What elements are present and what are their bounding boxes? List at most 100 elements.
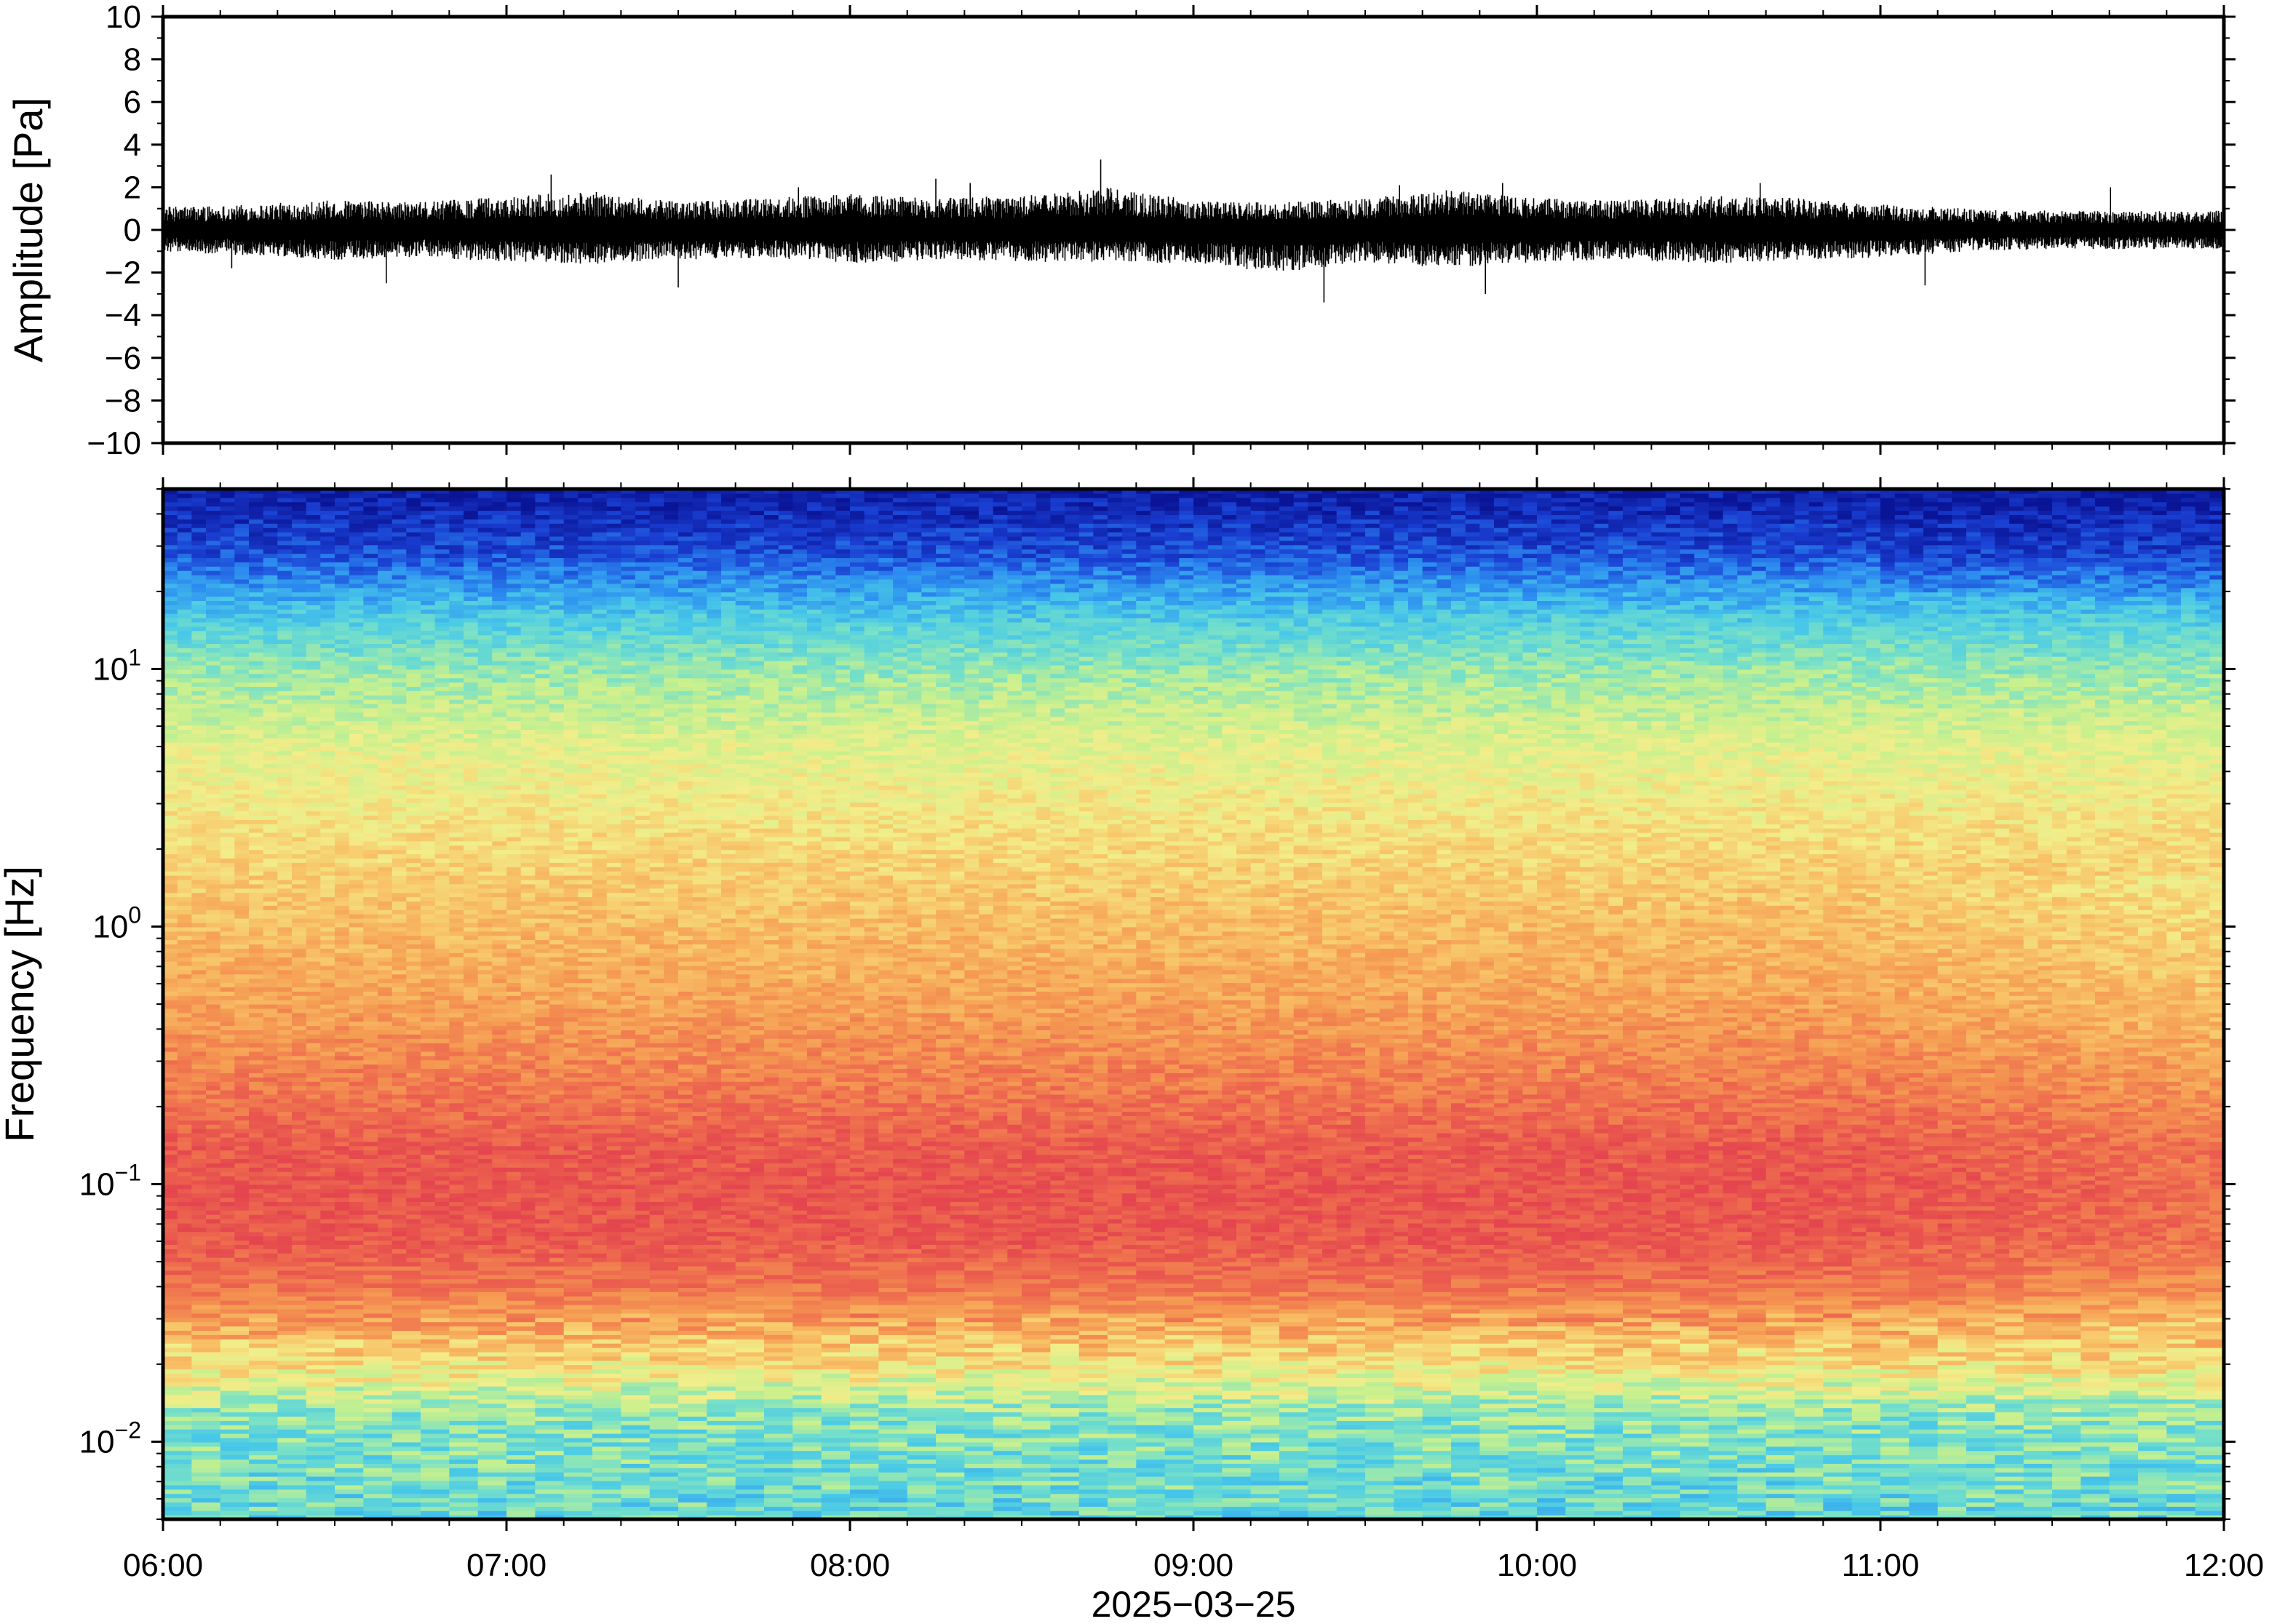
spectrogram-cell	[1108, 1377, 1137, 1382]
spectrogram-cell	[1365, 1326, 1394, 1332]
spectrogram-cell	[1709, 1330, 1738, 1335]
spectrogram-cell	[1938, 1390, 1967, 1396]
spectrogram-cell	[650, 1275, 679, 1280]
spectrogram-cell	[2081, 1442, 2110, 1447]
spectrogram-cell	[792, 1291, 822, 1297]
spectrogram-cell	[1938, 1369, 1967, 1374]
spectrogram-cell	[993, 1442, 1022, 1447]
spectrogram-cell	[1222, 1300, 1251, 1305]
spectrogram-cell	[421, 1270, 450, 1275]
spectrogram-cell	[249, 1442, 278, 1447]
spectrogram-cell	[449, 1326, 478, 1332]
spectrogram-cell	[1565, 1451, 1594, 1456]
spectrogram-cell	[1193, 1395, 1223, 1400]
spectrogram-cell	[506, 1300, 536, 1305]
spectrogram-cell	[1537, 1352, 1566, 1357]
spectrogram-cell	[1909, 1262, 1938, 1267]
spectrogram-cell	[2110, 1408, 2139, 1413]
spectrogram-cell	[707, 1506, 736, 1511]
spectrogram-cell	[1823, 1472, 1852, 1477]
spectrogram-cell	[335, 1390, 364, 1396]
spectrogram-cell	[1122, 1257, 1137, 1262]
spectrogram-cell	[1165, 1334, 1194, 1340]
spectrogram-cell	[1651, 1404, 1680, 1409]
spectrogram-cell	[1022, 1244, 1036, 1249]
spectrogram-cell	[1423, 1296, 1452, 1301]
spectrogram-cell	[564, 1334, 593, 1340]
spectrogram-cell	[449, 1481, 478, 1486]
spectrogram-cell	[1394, 1416, 1423, 1421]
spectrogram-cell	[1451, 1386, 1480, 1391]
spectrogram-cell	[850, 1352, 879, 1357]
spectrogram-cell	[535, 1330, 564, 1335]
spectrogram-cell	[1680, 1506, 1709, 1511]
spectrogram-cell	[506, 1390, 536, 1396]
spectrogram-cell	[1022, 1446, 1051, 1452]
spectrogram-cell	[1537, 1489, 1566, 1494]
spectrogram-cell	[535, 1253, 549, 1258]
spectrogram-cell	[1050, 1416, 1079, 1421]
spectrogram-cell	[1337, 1361, 1366, 1366]
spectrogram-cell	[1279, 1506, 1308, 1511]
spectrogram-cell	[1222, 1244, 1236, 1249]
spectrogram-cell	[363, 1249, 378, 1254]
spectrogram-cell	[1394, 1275, 1423, 1280]
spectrogram-cell	[478, 1463, 507, 1468]
spectrogram-cell	[592, 1348, 621, 1353]
spectrogram-cell	[1795, 1369, 1824, 1374]
spectrogram-cell	[2166, 1300, 2196, 1305]
spectrogram-cell	[1136, 1412, 1165, 1417]
spectrogram-cell	[764, 1334, 793, 1340]
spectrogram-cell	[592, 1468, 621, 1473]
spectrogram-cell	[2110, 1369, 2139, 1374]
spectrogram-cell	[1251, 1425, 1280, 1430]
spectrogram-cell	[764, 1343, 793, 1348]
spectrogram-cell	[1193, 1287, 1223, 1292]
spectrogram-cell	[792, 1343, 822, 1348]
spectrogram-cell	[306, 1489, 335, 1494]
spectrogram-cell	[964, 1339, 993, 1344]
spectrogram-cell	[1766, 1326, 1795, 1332]
spectrogram-cell	[822, 1339, 851, 1344]
spectrogram-cell	[1136, 1489, 1165, 1494]
spectrogram-cell	[1193, 1416, 1223, 1421]
spectrogram-cell	[163, 1369, 192, 1374]
spectrogram-cell	[277, 1305, 306, 1310]
spectrogram-cell	[249, 1510, 278, 1516]
spectrogram-cell	[1394, 1322, 1423, 1327]
spectrogram-cell	[1036, 1249, 1051, 1254]
spectrogram-cell	[2138, 1395, 2167, 1400]
spectrogram-cell	[1737, 1377, 1766, 1382]
spectrogram-cell	[1966, 1420, 1995, 1425]
spectrogram-cell	[964, 1416, 993, 1421]
spectrogram-cell	[2166, 1404, 2196, 1409]
spectrogram-cell	[1394, 1352, 1423, 1357]
spectrogram-cell	[1022, 1451, 1051, 1456]
spectrogram-cell	[249, 1395, 278, 1400]
spectrogram-cell	[1680, 1334, 1709, 1340]
spectrogram-cell	[220, 1494, 250, 1499]
spectrogram-cell	[1050, 1361, 1079, 1366]
spectrogram-cell	[1451, 1330, 1480, 1335]
spectrogram-cell	[1136, 1330, 1165, 1335]
spectrogram-cell	[1709, 1249, 1723, 1254]
spectrogram-cell	[736, 1313, 765, 1318]
spectrogram-cell	[2110, 1352, 2139, 1357]
spectrogram-cell	[1823, 1463, 1852, 1468]
spectrogram-cell	[220, 1291, 250, 1297]
spectrogram-cell	[392, 1451, 421, 1456]
spectrogram-cell	[564, 1459, 593, 1464]
spectrogram-cell	[1509, 1502, 1538, 1507]
spectrogram-cell	[1938, 1253, 1952, 1258]
spectrogram-cell	[678, 1356, 707, 1361]
spectrogram-cell	[1337, 1485, 1366, 1490]
spectrogram-cell	[421, 1451, 450, 1456]
spectrogram-cell	[707, 1494, 736, 1499]
spectrogram-cell	[191, 1494, 220, 1499]
spectrogram-cell	[1394, 1412, 1423, 1417]
spectrogram-cell	[2052, 1498, 2081, 1503]
spectrogram-cell	[1966, 1506, 1995, 1511]
spectrogram-cell	[1423, 1352, 1452, 1357]
spectrogram-cell	[1423, 1377, 1452, 1382]
spectrogram-cell	[1093, 1253, 1108, 1258]
